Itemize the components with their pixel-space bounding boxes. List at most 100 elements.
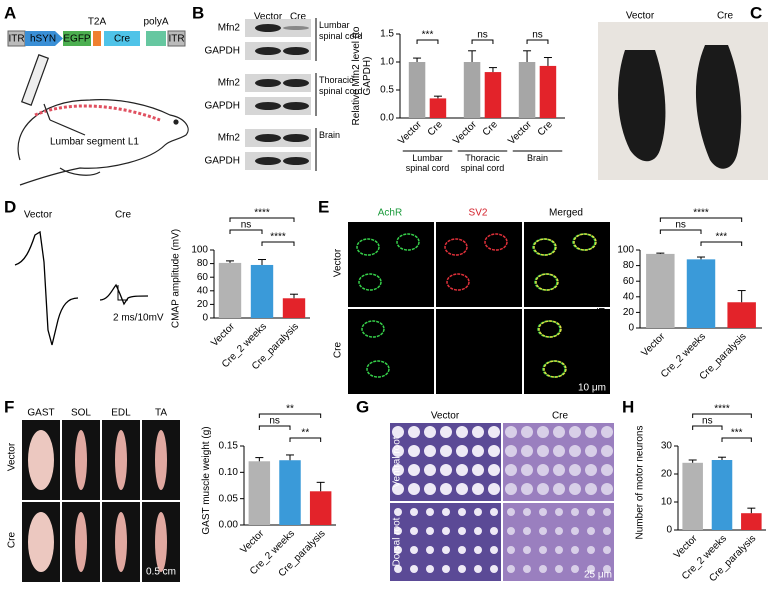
nmj-stain (534, 273, 558, 291)
y-axis-label: Relative Mfn2 level (to GAPDH) (351, 26, 373, 126)
y-tick-label: 20 (197, 299, 209, 310)
micrograph (348, 222, 434, 307)
axon (408, 464, 420, 476)
axon (394, 565, 402, 573)
axon (555, 527, 563, 535)
axon (505, 464, 517, 476)
column-label: TA (155, 408, 167, 419)
axon (456, 483, 468, 495)
row-label: Vector (333, 248, 344, 277)
axon (603, 527, 611, 535)
band-label: GAPDH (204, 156, 240, 167)
muscle (155, 430, 167, 490)
significance-label: ns (269, 416, 280, 427)
scale-label: 2 ms/10mV (113, 313, 164, 324)
y-tick-label: 80 (197, 258, 209, 269)
axon (472, 445, 484, 457)
bar (429, 98, 447, 118)
construct-element (146, 31, 166, 46)
nmj-stain (532, 238, 556, 256)
axon (392, 445, 404, 457)
axon (523, 508, 531, 516)
nmj-stain (444, 238, 468, 256)
axon (490, 546, 498, 554)
photo-mouse (618, 50, 666, 162)
bar (682, 462, 703, 530)
x-group-label: Thoracic spinal cord (460, 153, 505, 173)
significance-bracket (229, 229, 263, 234)
axon (424, 426, 436, 438)
significance-label: ** (286, 404, 294, 415)
axon (440, 445, 452, 457)
axon (521, 483, 533, 495)
axon (571, 546, 579, 554)
nmj-stain (533, 238, 557, 256)
axon (603, 546, 611, 554)
nmj-stain (535, 273, 559, 291)
x-tick-label: Vector (209, 321, 237, 349)
axon (410, 565, 418, 573)
y-tick-label: 0.0 (380, 113, 394, 124)
channel-label: AchR (378, 208, 402, 219)
axon (569, 483, 581, 495)
blot-band (255, 134, 281, 142)
panel-label: A (4, 3, 16, 22)
photo-label: Vector (626, 11, 655, 22)
blot-band (283, 26, 309, 30)
significance-bracket (659, 229, 702, 234)
axon (474, 527, 482, 535)
x-tick-label: Vector (672, 533, 700, 561)
bar (309, 491, 332, 525)
axon (521, 464, 533, 476)
significance-bracket (289, 437, 322, 442)
x-group-label: Lumbar spinal cord (405, 153, 450, 173)
series-label: Vector (396, 119, 424, 147)
row-label: Ventral root (392, 436, 403, 487)
axon (490, 527, 498, 535)
band-label: Mfn2 (218, 78, 241, 89)
axon (394, 508, 402, 516)
axon (474, 546, 482, 554)
muscle (75, 430, 87, 490)
axon (603, 508, 611, 516)
series-label: Cre (426, 119, 445, 138)
construct-element (25, 31, 63, 46)
micrograph (524, 309, 610, 394)
axon (408, 445, 420, 457)
micrograph (348, 309, 434, 394)
x-tick-label: Vector (238, 528, 266, 556)
construct-element (63, 31, 91, 46)
row-label: Cre (7, 532, 18, 549)
y-tick-label: 60 (623, 276, 635, 287)
axon (505, 426, 517, 438)
cmap-trace (99, 283, 149, 306)
blot-band (255, 47, 281, 55)
significance-bracket (526, 39, 549, 44)
y-tick-label: 60 (197, 272, 209, 283)
axon (507, 565, 515, 573)
bar (250, 264, 274, 318)
column-label: GAST (27, 408, 54, 419)
nmj-stain (542, 360, 566, 378)
channel-label: Merged (549, 208, 583, 219)
significance-label: ns (702, 416, 713, 427)
significance-bracket (700, 241, 743, 246)
axon (569, 426, 581, 438)
channel-label: SV2 (469, 208, 488, 219)
significance-label: **** (693, 208, 709, 219)
bar (518, 62, 536, 118)
axon (474, 565, 482, 573)
axon (571, 527, 579, 535)
nmj-stain (537, 320, 561, 338)
axon (585, 445, 597, 457)
axon (410, 508, 418, 516)
axon (424, 464, 436, 476)
scale-bar (117, 285, 128, 301)
micrograph (524, 222, 610, 307)
y-tick-label: 0 (666, 525, 672, 536)
axon (569, 445, 581, 457)
axon (440, 483, 452, 495)
x-tick-label: Vector (639, 331, 667, 359)
mouse-illustration (17, 54, 189, 186)
muscle (155, 512, 167, 572)
